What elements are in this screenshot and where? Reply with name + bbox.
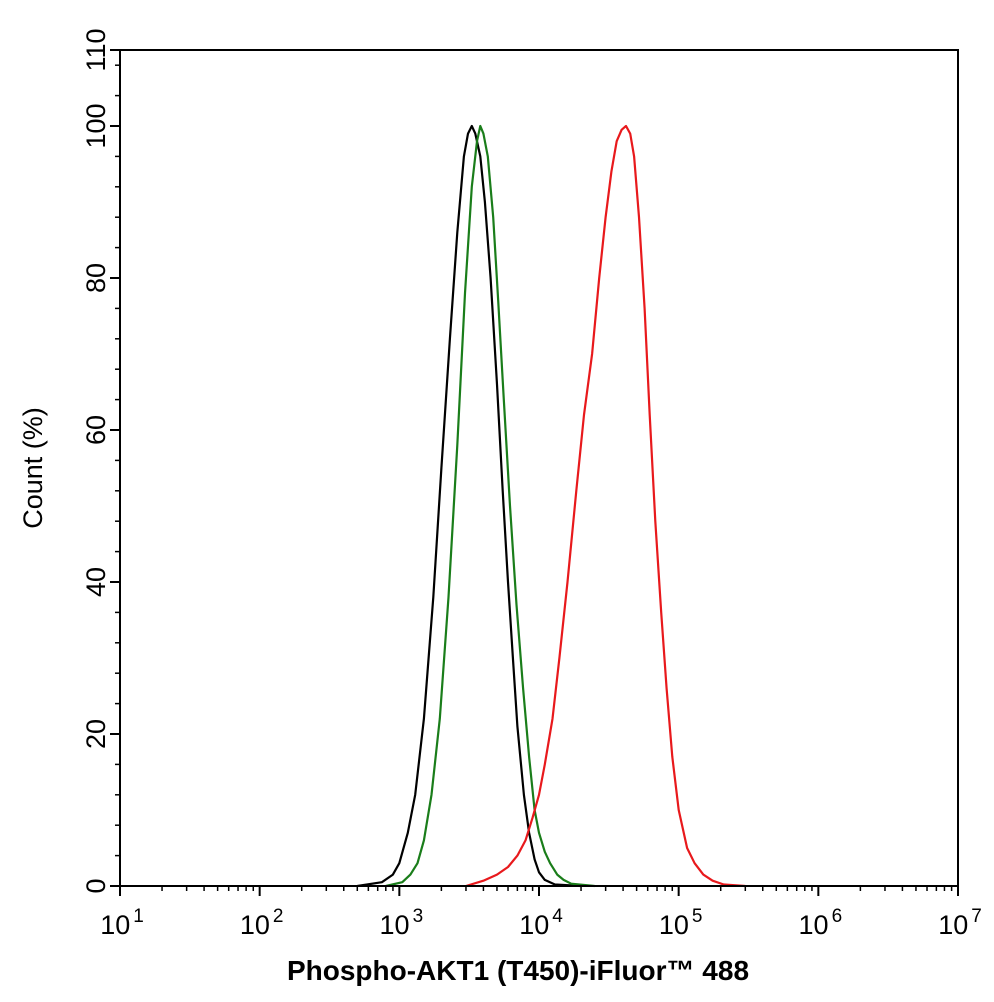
x-tick-exponent: 4 (552, 906, 563, 927)
y-tick-label: 20 (81, 719, 111, 749)
x-tick-label: 10 1 (100, 906, 144, 940)
series-line-3 (465, 124, 746, 888)
y-tick-label: 0 (81, 878, 111, 893)
x-tick-exponent: 7 (971, 906, 982, 927)
series-line-2 (385, 124, 595, 888)
x-tick-label: 10 7 (938, 906, 982, 940)
plot-frame (119, 49, 959, 887)
series-line-1 (357, 124, 582, 888)
x-axis-title: Phospho-AKT1 (T450)-iFluor™ 488 (287, 955, 749, 986)
x-tick-base: 10 (100, 910, 130, 940)
x-tick-base: 10 (240, 910, 270, 940)
x-tick-base: 10 (380, 910, 410, 940)
y-tick-label: 40 (81, 567, 111, 597)
series-layer (357, 124, 746, 888)
x-tick-label: 10 3 (380, 906, 424, 940)
y-axis-title: Count (%) (18, 407, 48, 529)
x-tick-label: 10 2 (240, 906, 284, 940)
x-tick-label: 10 6 (799, 906, 843, 940)
x-tick-exponent: 5 (692, 906, 703, 927)
y-tick-label: 110 (81, 28, 111, 71)
y-tick-label: 60 (81, 415, 111, 445)
x-tick-exponent: 1 (133, 906, 144, 927)
x-tick-base: 10 (938, 910, 968, 940)
x-tick-exponent: 6 (832, 906, 843, 927)
y-tick-label: 80 (81, 263, 111, 293)
x-tick-base: 10 (519, 910, 549, 940)
x-tick-exponent: 2 (273, 906, 284, 927)
x-tick-base: 10 (659, 910, 689, 940)
y-tick-label: 100 (81, 103, 111, 148)
x-tick-label: 10 4 (519, 906, 563, 940)
x-tick-label: 10 5 (659, 906, 703, 940)
x-tick-exponent: 3 (413, 906, 424, 927)
x-tick-base: 10 (799, 910, 829, 940)
